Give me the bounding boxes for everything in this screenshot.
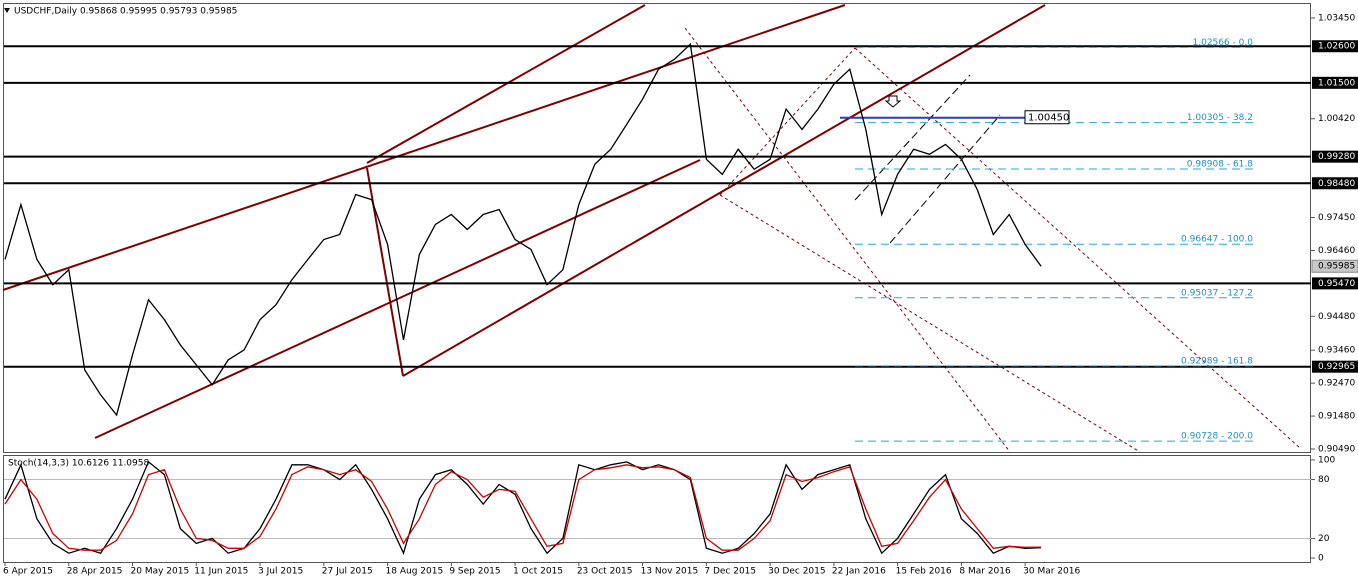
channel-line — [366, 4, 646, 164]
x-tick-label: 22 Jan 2016 — [832, 567, 886, 577]
x-tick-label: 27 Jul 2015 — [322, 567, 373, 577]
y-tick-label: 80 — [1318, 475, 1330, 485]
x-tick-label: 13 Nov 2015 — [641, 567, 699, 577]
current-price-box — [1311, 259, 1358, 273]
x-tick-label: 3 Jul 2015 — [258, 567, 303, 577]
x-tick-label: 23 Oct 2015 — [577, 567, 633, 577]
fib-label: 0.95037 - 127.2 — [1181, 288, 1253, 298]
y-tick-label: 100 — [1318, 455, 1335, 465]
y-tick-label: 0.93460 — [1318, 346, 1355, 356]
x-tick-label: 18 Aug 2015 — [386, 567, 444, 577]
x-tick-label: 15 Feb 2016 — [896, 567, 952, 577]
channel-line — [94, 159, 701, 439]
arrow-icon — [884, 95, 902, 108]
x-tick-label: 6 Apr 2015 — [3, 567, 53, 577]
level-box — [1312, 150, 1358, 163]
x-tick-label: 30 Mar 2016 — [1023, 567, 1080, 577]
fib-label: 0.96647 - 100.0 — [1181, 235, 1253, 245]
level-label: 0.95470 — [1318, 279, 1355, 289]
dashed-channel — [719, 194, 1141, 453]
dashed-channel — [854, 47, 1301, 449]
menu-arrow — [4, 8, 10, 13]
annotation-label: 1.00450 — [1028, 113, 1069, 124]
level-label: 1.02600 — [1318, 42, 1355, 52]
fib-label: 1.02566 - 0.0 — [1193, 38, 1254, 48]
dashed-channel — [854, 74, 971, 201]
x-tick-label: 20 May 2015 — [131, 567, 190, 577]
level-label: 0.98480 — [1318, 179, 1355, 189]
y-tick-label: 1.00420 — [1318, 114, 1355, 124]
price-line — [4, 42, 1042, 417]
fib-label: 0.92989 - 161.8 — [1181, 356, 1253, 366]
dashed-channel — [684, 27, 1011, 453]
stoch-line — [4, 464, 1042, 551]
annotation-box — [1024, 110, 1070, 125]
y-tick-label: 1.03450 — [1318, 13, 1355, 23]
y-tick-label: 0.90490 — [1318, 445, 1355, 455]
level-label: 0.92965 — [1318, 362, 1355, 372]
stoch-line — [4, 460, 1042, 556]
y-tick-label: 0.92470 — [1318, 379, 1355, 389]
chart-title: USDCHF,Daily 0.95868 0.95995 0.95793 0.9… — [14, 7, 237, 17]
x-tick-label: 1 Oct 2015 — [513, 567, 563, 577]
level-label: 0.99280 — [1318, 152, 1355, 162]
level-box — [1312, 177, 1358, 190]
level-label: 1.01500 — [1318, 78, 1355, 88]
level-box — [1312, 76, 1358, 89]
level-box — [1312, 277, 1358, 290]
level-box — [1312, 40, 1358, 53]
stoch-panel — [3, 455, 1311, 563]
fib-label: 0.90728 - 200.0 — [1181, 432, 1253, 442]
y-tick-label: 0.97450 — [1318, 213, 1355, 223]
fib-label: 1.00305 - 38.2 — [1187, 113, 1253, 123]
y-tick-label: 20 — [1318, 534, 1330, 544]
price-panel — [3, 3, 1311, 453]
y-tick-label: 0.96460 — [1318, 246, 1355, 256]
x-tick-label: 7 Dec 2015 — [704, 567, 756, 577]
y-tick-label: 0 — [1318, 554, 1324, 564]
channel-line — [2, 4, 846, 291]
x-tick-label: 28 Apr 2015 — [67, 567, 123, 577]
y-tick-label: 0.94480 — [1318, 312, 1355, 322]
drawings — [2, 4, 1301, 453]
stoch-title: Stoch(14,3,3) 10.6126 11.0958 — [8, 459, 149, 469]
dashed-channel — [889, 114, 1001, 244]
y-tick-label: 0.91480 — [1318, 412, 1355, 422]
x-tick-label: 30 Dec 2015 — [768, 567, 826, 577]
current-price-label: 0.95985 — [1318, 262, 1355, 272]
fib-label: 0.98908 - 61.8 — [1187, 160, 1253, 170]
level-box — [1312, 360, 1358, 373]
x-tick-label: 9 Sep 2015 — [449, 567, 500, 577]
x-tick-label: 11 Jun 2015 — [194, 567, 248, 577]
x-tick-label: 8 Mar 2016 — [959, 567, 1011, 577]
